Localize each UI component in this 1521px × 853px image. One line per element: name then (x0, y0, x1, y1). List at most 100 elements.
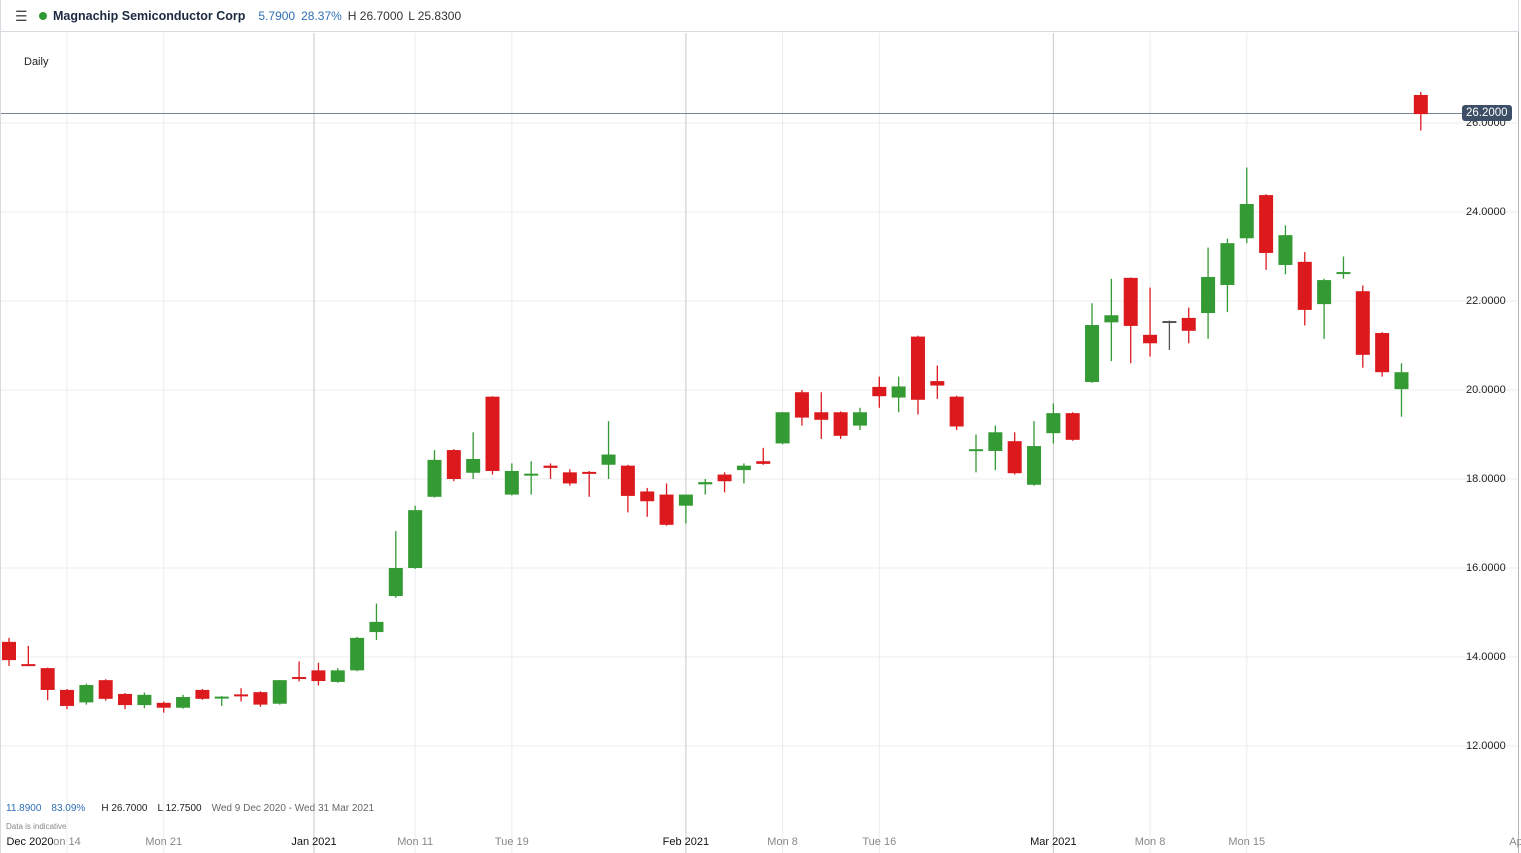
candle-body (910, 336, 925, 400)
candle-body (852, 412, 867, 426)
candle-body (253, 692, 268, 705)
current-price-tag: 26.2000 (1462, 105, 1512, 121)
range-summary: 11.8900 83.09% H 26.7000 L 12.7500 Wed 9… (6, 803, 384, 814)
chart-frame (0, 32, 1519, 853)
candle-body (1375, 333, 1390, 373)
candle-body (466, 458, 481, 473)
market-status-icon (39, 11, 47, 20)
candle-body (388, 568, 403, 597)
candle-body (601, 454, 616, 465)
candle-body (1162, 321, 1177, 324)
x-tick-label: Dec 2020 (6, 836, 54, 848)
candle-body (1259, 195, 1274, 253)
candle-body (1007, 441, 1022, 474)
day-high: H 26.7000 (347, 8, 404, 23)
x-tick-label: on 14 (53, 836, 81, 848)
candle-body (640, 491, 655, 502)
chart-header: ☰ Magnachip Semiconductor Corp 5.7900 28… (0, 0, 1519, 32)
price-change: 5.7900 (258, 8, 296, 23)
candle-body (485, 396, 500, 471)
candle-body (620, 465, 635, 496)
candle-body (427, 459, 442, 497)
candle-body (891, 386, 906, 398)
y-tick-label: 24.0000 (1466, 206, 1506, 218)
candle-body (543, 465, 558, 468)
candle-body (969, 449, 983, 452)
candle-body (446, 450, 461, 479)
candle-body (311, 670, 326, 682)
candle-body (60, 689, 75, 706)
candle-body (988, 432, 1003, 451)
x-tick-label: Jan 2021 (291, 836, 337, 848)
candle-body (562, 472, 577, 484)
candle-body (234, 694, 249, 697)
candle-body (659, 494, 674, 525)
candle-body (1278, 235, 1293, 265)
instrument-name: Magnachip Semiconductor Corp (53, 8, 246, 23)
data-disclaimer: Data is indicative (6, 822, 67, 831)
candle-body (1181, 317, 1196, 331)
candle-body (98, 680, 113, 699)
candle-body (949, 396, 964, 427)
candle-body (756, 461, 771, 464)
candle-body (118, 693, 133, 706)
candle-body (1336, 272, 1351, 275)
x-tick-label: Tue 19 (494, 836, 529, 848)
hamburger-menu-icon[interactable]: ☰ (15, 7, 28, 24)
range-high: H 26.7000 (101, 803, 148, 814)
x-tick-label: Feb 2021 (662, 836, 710, 848)
candle-body (1046, 413, 1061, 434)
candle-body (736, 465, 751, 471)
x-tick-label: Mon 15 (1228, 836, 1266, 848)
candle-body (1123, 277, 1138, 326)
x-tick-label: Ap (1509, 836, 1521, 848)
y-tick-label: 22.0000 (1466, 295, 1506, 307)
candle-body (272, 680, 287, 704)
candle-body (1201, 276, 1216, 314)
range-change-pct: 83.09% (51, 803, 86, 814)
x-tick-label: Mon 8 (1134, 836, 1166, 848)
range-change: 11.8900 (6, 803, 42, 814)
candle-body (1317, 280, 1332, 305)
y-tick-label: 18.0000 (1466, 473, 1506, 485)
candle-body (21, 664, 36, 667)
candle-body (330, 670, 345, 682)
candle-body (137, 694, 152, 706)
candle-body (504, 470, 519, 495)
candle-body (1239, 203, 1254, 239)
candle-body (1355, 291, 1370, 355)
day-low: L 25.8300 (408, 8, 462, 23)
x-tick-label: Mon 8 (767, 836, 798, 848)
y-tick-label: 16.0000 (1466, 562, 1506, 574)
candle-body (1085, 325, 1100, 382)
candle-body (292, 677, 307, 680)
candle-body (872, 386, 887, 397)
candle-body (369, 621, 384, 633)
candle-body (582, 471, 597, 474)
candle-body (1027, 446, 1042, 485)
candle-body (1413, 94, 1428, 115)
price-change-pct: 28.37% (301, 8, 342, 23)
x-tick-label: Mar 2021 (1030, 836, 1077, 848)
candle-body (408, 510, 423, 568)
candle-body (814, 412, 829, 420)
candle-body (1104, 315, 1119, 323)
candle-body (678, 494, 693, 506)
candle-body (930, 381, 945, 386)
candle-body (195, 689, 210, 699)
candle-body (775, 412, 790, 444)
candle-body (717, 474, 732, 482)
y-tick-label: 20.0000 (1466, 384, 1506, 396)
x-tick-label: Tue 16 (862, 836, 897, 848)
candle-body (79, 685, 94, 703)
period-label[interactable]: Daily (24, 56, 49, 68)
date-range: Wed 9 Dec 2020 - Wed 31 Mar 2021 (211, 803, 375, 814)
candle-body (833, 412, 848, 436)
y-tick-label: 14.0000 (1466, 651, 1506, 663)
candle-body (1297, 261, 1312, 310)
candle-body (350, 637, 365, 671)
candle-body (524, 473, 539, 476)
candle-body (794, 392, 809, 418)
y-tick-label: 12.0000 (1466, 740, 1506, 752)
